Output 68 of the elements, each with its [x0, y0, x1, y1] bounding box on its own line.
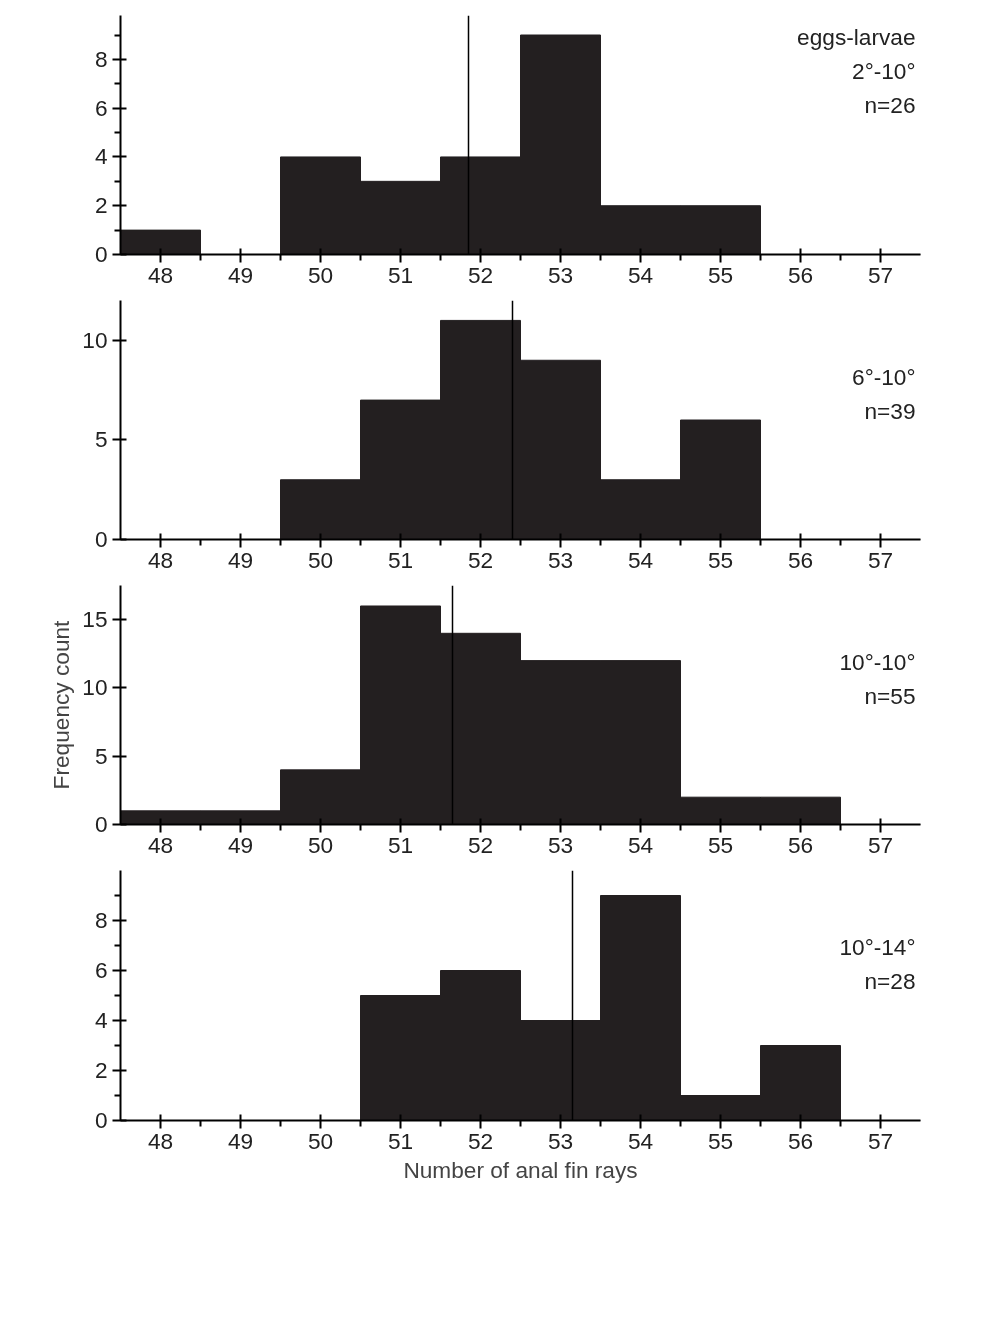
x-tick-label: 50 [307, 261, 334, 288]
y-tick-label: 2 [94, 1057, 108, 1083]
x-tick-label: 53 [547, 261, 574, 288]
y-tick-label: 6 [94, 94, 108, 121]
y-tick-label: 10 [82, 326, 108, 353]
y-tick-label: 10 [82, 674, 108, 701]
y-tick-label: 0 [94, 811, 108, 837]
x-tick-label: 56 [787, 546, 814, 573]
x-tick-label: 51 [387, 1127, 414, 1154]
x-tick-label: 57 [867, 1127, 894, 1154]
y-tick-label: 5 [94, 742, 108, 769]
x-tick-label: 50 [307, 1127, 334, 1154]
x-tick-label: 54 [627, 1127, 654, 1154]
x-tick-label: 56 [787, 261, 814, 288]
x-tick-label: 55 [707, 261, 734, 288]
y-tick-label: 2 [94, 192, 108, 219]
y-tick-label: 5 [94, 426, 108, 453]
x-tick-label: 49 [227, 831, 254, 858]
annotation: 6°-10° [852, 363, 916, 390]
annotation: n=39 [864, 397, 916, 424]
x-tick-label: 53 [547, 1127, 574, 1154]
x-tick-label: 51 [387, 546, 414, 573]
x-tick-label: 54 [627, 261, 654, 288]
annotation: 10°-10° [839, 648, 916, 675]
y-tick-label: 4 [94, 1007, 108, 1033]
x-tick-label: 52 [467, 261, 494, 288]
x-tick-label: 55 [707, 831, 734, 858]
x-tick-label: 50 [307, 546, 334, 573]
annotation: n=26 [864, 91, 916, 118]
x-tick-label: 53 [547, 831, 574, 858]
annotation: 10°-14° [839, 933, 916, 960]
annotation: n=28 [864, 967, 916, 994]
y-axis-title: Frequency count [48, 619, 75, 790]
y-tick-label: 8 [94, 45, 108, 72]
x-tick-label: 51 [387, 261, 414, 288]
x-tick-label: 51 [387, 831, 414, 858]
x-tick-label: 57 [867, 546, 894, 573]
annotation: n=55 [864, 682, 916, 709]
y-tick-label: 6 [94, 957, 108, 983]
x-tick-label: 48 [147, 1127, 174, 1154]
x-tick-label: 56 [787, 1127, 814, 1154]
annotation: 2°-10° [852, 57, 916, 84]
y-tick-label: 15 [82, 606, 108, 633]
x-tick-label: 54 [627, 546, 654, 573]
x-tick-label: 54 [627, 831, 654, 858]
x-tick-label: 52 [467, 1127, 494, 1154]
y-tick-label: 0 [94, 241, 108, 267]
x-tick-label: 53 [547, 546, 574, 573]
y-tick-label: 0 [94, 526, 108, 552]
x-tick-label: 55 [707, 1127, 734, 1154]
x-axis-title: Number of anal fin rays [403, 1156, 638, 1183]
y-tick-label: 0 [94, 1107, 108, 1133]
x-tick-label: 49 [227, 1127, 254, 1154]
x-tick-label: 49 [227, 261, 254, 288]
y-tick-label: 8 [94, 907, 108, 933]
x-tick-label: 52 [467, 831, 494, 858]
x-tick-label: 50 [307, 831, 334, 858]
x-tick-label: 57 [867, 831, 894, 858]
x-tick-label: 48 [147, 546, 174, 573]
x-tick-label: 48 [147, 261, 174, 288]
x-tick-label: 52 [467, 546, 494, 573]
x-tick-label: 48 [147, 831, 174, 858]
x-tick-label: 56 [787, 831, 814, 858]
x-tick-label: 55 [707, 546, 734, 573]
y-tick-label: 4 [94, 143, 108, 170]
annotation: eggs-larvae [797, 23, 916, 50]
x-tick-label: 57 [867, 261, 894, 288]
x-tick-label: 49 [227, 546, 254, 573]
